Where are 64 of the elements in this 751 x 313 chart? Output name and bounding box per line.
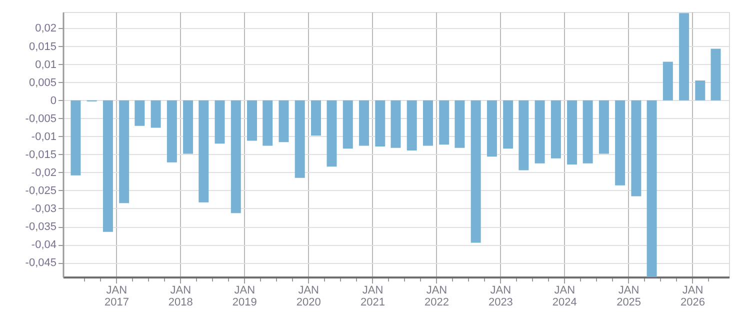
bar bbox=[134, 100, 145, 126]
bar bbox=[439, 100, 450, 145]
bar bbox=[518, 100, 529, 170]
y-tick-label: -0,01 bbox=[31, 130, 56, 143]
y-tick-label: 0,01 bbox=[35, 58, 56, 71]
y-tick-label: 0,015 bbox=[28, 40, 56, 53]
bar bbox=[247, 100, 258, 141]
y-tick-label: -0,005 bbox=[25, 112, 56, 125]
y-tick-label: 0,02 bbox=[35, 22, 56, 35]
x-tick-label: JAN 2021 bbox=[360, 284, 385, 308]
y-tick-label: 0,005 bbox=[28, 76, 56, 89]
y-tick-label: -0,015 bbox=[25, 148, 56, 161]
bar bbox=[598, 100, 609, 154]
bar bbox=[534, 100, 545, 164]
bar bbox=[119, 100, 130, 204]
bar bbox=[310, 100, 321, 136]
y-tick-label: -0,025 bbox=[25, 184, 56, 197]
bar bbox=[662, 62, 673, 100]
y-tick-label: -0,045 bbox=[25, 257, 56, 270]
x-tick-label: JAN 2025 bbox=[616, 284, 642, 308]
x-tick-label: JAN 2019 bbox=[232, 284, 257, 308]
bar bbox=[198, 100, 209, 202]
x-tick-label: JAN 2026 bbox=[680, 284, 706, 308]
bar bbox=[359, 100, 370, 146]
bar bbox=[695, 80, 706, 100]
x-tick-label: JAN 2024 bbox=[552, 284, 577, 308]
y-tick-label: -0,03 bbox=[31, 202, 56, 215]
y-tick-label: 0 bbox=[50, 94, 56, 107]
bar bbox=[631, 100, 642, 196]
bar bbox=[278, 100, 289, 142]
bar bbox=[70, 100, 81, 176]
bar bbox=[582, 100, 593, 164]
bar bbox=[422, 100, 433, 146]
bar bbox=[550, 100, 561, 158]
bar bbox=[294, 100, 305, 178]
bar bbox=[390, 100, 401, 148]
bar bbox=[646, 100, 657, 277]
bar bbox=[166, 100, 177, 162]
y-tick-label: -0,035 bbox=[25, 221, 56, 234]
x-tick-label: JAN 2023 bbox=[488, 284, 513, 308]
bar bbox=[454, 100, 465, 148]
bar bbox=[406, 100, 417, 150]
bar bbox=[150, 100, 161, 128]
y-tick-label: -0,04 bbox=[31, 239, 56, 252]
bar bbox=[615, 100, 626, 186]
bar bbox=[375, 100, 386, 146]
x-tick-label: JAN 2022 bbox=[424, 284, 449, 308]
bar bbox=[214, 100, 225, 144]
bar bbox=[326, 100, 337, 167]
bar bbox=[503, 100, 514, 149]
bar bbox=[567, 100, 578, 165]
bar bbox=[102, 100, 113, 232]
bar bbox=[230, 100, 241, 214]
bar bbox=[486, 100, 497, 157]
bar bbox=[679, 13, 690, 100]
bar bbox=[183, 100, 194, 154]
bar bbox=[342, 100, 353, 149]
bar bbox=[470, 100, 481, 243]
x-tick-label: JAN 2018 bbox=[168, 284, 193, 308]
x-tick-label: JAN 2020 bbox=[296, 284, 321, 308]
bar bbox=[262, 100, 273, 146]
bar bbox=[710, 48, 721, 100]
x-tick-label: JAN 2017 bbox=[104, 284, 129, 308]
y-tick-label: -0,02 bbox=[31, 166, 56, 179]
